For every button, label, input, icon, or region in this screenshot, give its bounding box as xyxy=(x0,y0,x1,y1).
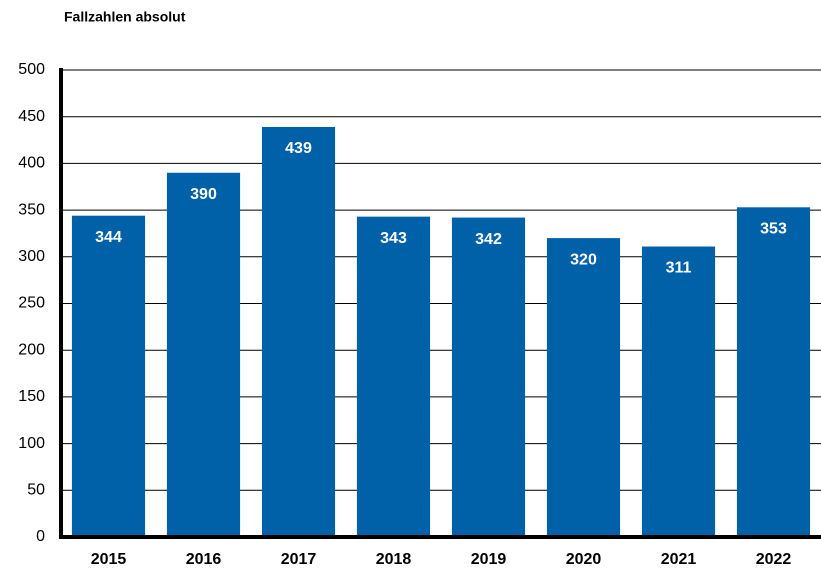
bar xyxy=(261,126,336,537)
y-tick-label: 50 xyxy=(27,482,45,499)
x-tick-label: 2018 xyxy=(376,551,412,568)
y-tick-label: 0 xyxy=(36,528,45,545)
bar xyxy=(71,215,146,538)
x-tick-label: 2020 xyxy=(566,551,602,568)
bar xyxy=(546,238,621,537)
y-tick-label: 100 xyxy=(18,435,45,452)
y-tick-label: 200 xyxy=(18,341,45,358)
data-label: 390 xyxy=(190,186,217,203)
bar xyxy=(451,217,526,537)
y-tick-label: 400 xyxy=(18,155,45,172)
bar xyxy=(641,246,716,537)
data-label: 343 xyxy=(380,230,407,247)
y-tick-label: 150 xyxy=(18,388,45,405)
x-tick-label: 2021 xyxy=(661,551,697,568)
y-tick-label: 300 xyxy=(18,248,45,265)
data-label: 320 xyxy=(570,251,597,268)
data-label: 311 xyxy=(666,260,692,277)
data-label: 353 xyxy=(760,221,787,238)
data-label: 439 xyxy=(285,140,312,157)
x-tick-label: 2017 xyxy=(281,551,317,568)
chart-title: Fallzahlen absolut xyxy=(64,9,186,25)
x-tick-label: 2022 xyxy=(756,551,792,568)
bar xyxy=(736,207,811,537)
y-tick-label: 450 xyxy=(18,108,45,125)
bar xyxy=(166,172,241,538)
x-tick-label: 2016 xyxy=(186,551,222,568)
x-tick-label: 2019 xyxy=(471,551,507,568)
data-label: 344 xyxy=(95,229,122,246)
bar xyxy=(356,216,431,537)
y-tick-label: 500 xyxy=(18,61,45,78)
y-tick-label: 250 xyxy=(18,295,45,312)
data-label: 342 xyxy=(475,231,502,248)
x-tick-label: 2015 xyxy=(91,551,127,568)
y-tick-label: 350 xyxy=(18,201,45,218)
